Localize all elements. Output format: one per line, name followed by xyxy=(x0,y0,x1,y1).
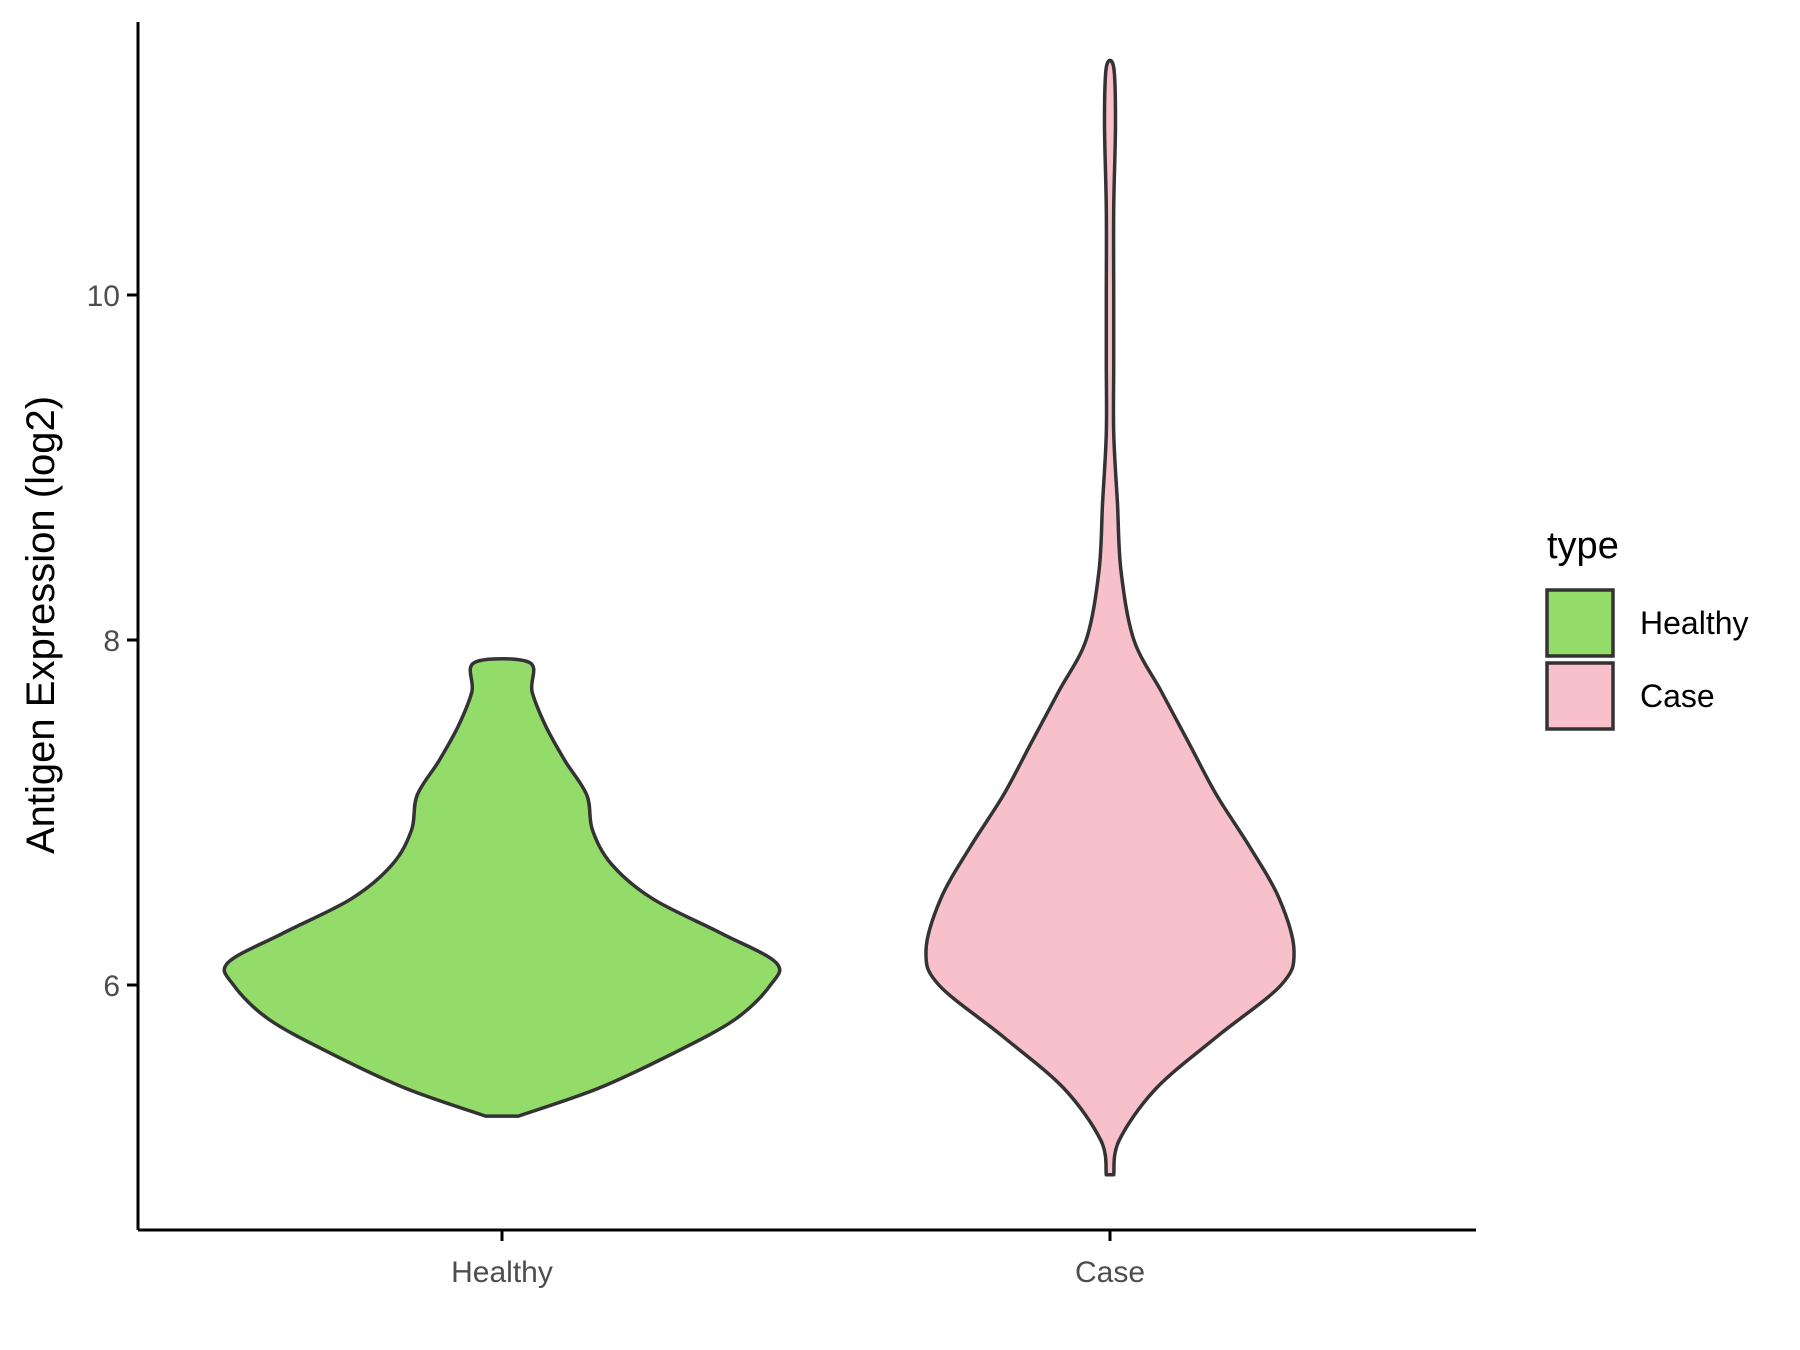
y-tick-label: 6 xyxy=(103,970,120,1003)
legend-title: type xyxy=(1547,525,1619,567)
y-tick-label: 8 xyxy=(103,625,120,658)
x-tick-label: Healthy xyxy=(451,1256,553,1289)
x-tick-label: Case xyxy=(1075,1256,1145,1289)
legend-swatch-healthy xyxy=(1545,588,1615,658)
legend-label-healthy: Healthy xyxy=(1640,605,1749,641)
violins-layer xyxy=(222,58,1296,1177)
violin-case xyxy=(924,58,1296,1177)
violin-healthy xyxy=(222,656,782,1118)
y-axis-title: Antigen Expression (log2) xyxy=(19,396,63,854)
legend-label-case: Case xyxy=(1640,678,1715,714)
y-ticks: 6 8 10 xyxy=(87,280,138,1003)
x-ticks: Healthy Case xyxy=(451,1230,1145,1289)
legend-swatch-case xyxy=(1545,661,1615,731)
legend: type Healthy Case xyxy=(1545,525,1749,731)
y-tick-label: 10 xyxy=(87,280,120,313)
